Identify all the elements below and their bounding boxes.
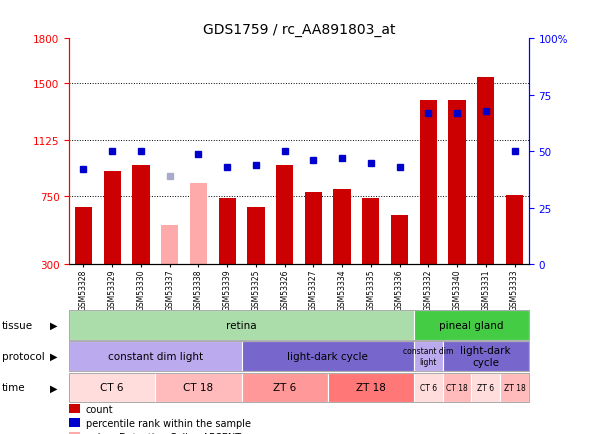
Bar <box>247 207 264 310</box>
Bar <box>477 78 495 310</box>
Text: ▶: ▶ <box>50 320 57 330</box>
Bar <box>305 193 322 310</box>
Text: ▶: ▶ <box>50 352 57 361</box>
Text: ZT 6: ZT 6 <box>477 383 495 392</box>
Bar <box>334 190 351 310</box>
Text: light-dark cycle: light-dark cycle <box>287 352 368 361</box>
Text: ▶: ▶ <box>50 383 57 392</box>
Bar <box>391 215 408 310</box>
Title: GDS1759 / rc_AA891803_at: GDS1759 / rc_AA891803_at <box>203 23 395 36</box>
Bar <box>419 101 437 310</box>
Text: CT 18: CT 18 <box>183 383 213 392</box>
Text: retina: retina <box>226 320 257 330</box>
Text: CT 18: CT 18 <box>446 383 468 392</box>
Text: value, Detection Call = ABSENT: value, Detection Call = ABSENT <box>86 432 241 434</box>
Bar <box>219 198 236 310</box>
Bar <box>276 165 293 310</box>
Text: count: count <box>86 404 114 414</box>
Text: time: time <box>2 383 25 392</box>
Bar <box>506 196 523 310</box>
Bar <box>161 226 178 310</box>
Bar <box>132 165 150 310</box>
Text: light-dark
cycle: light-dark cycle <box>460 345 511 367</box>
Text: tissue: tissue <box>2 320 33 330</box>
Text: constant dim light: constant dim light <box>108 352 203 361</box>
Text: pineal gland: pineal gland <box>439 320 504 330</box>
Bar <box>362 198 379 310</box>
Text: constant dim
light: constant dim light <box>403 347 454 366</box>
Bar <box>103 171 121 310</box>
Text: ZT 18: ZT 18 <box>356 383 386 392</box>
Text: percentile rank within the sample: percentile rank within the sample <box>86 418 251 427</box>
Text: protocol: protocol <box>2 352 44 361</box>
Bar <box>448 101 466 310</box>
Text: CT 6: CT 6 <box>100 383 124 392</box>
Bar <box>190 184 207 310</box>
Text: CT 6: CT 6 <box>419 383 437 392</box>
Text: ZT 6: ZT 6 <box>273 383 296 392</box>
Bar <box>75 207 92 310</box>
Text: ZT 18: ZT 18 <box>504 383 525 392</box>
